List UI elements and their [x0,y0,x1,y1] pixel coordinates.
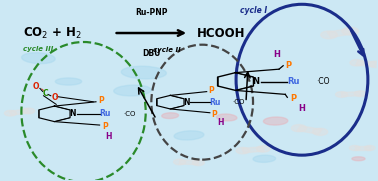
Polygon shape [355,146,370,150]
Text: P: P [102,122,108,131]
Circle shape [313,128,328,135]
Text: ·CO: ·CO [316,77,330,86]
Ellipse shape [263,117,288,125]
Text: Ru: Ru [99,109,111,118]
Text: O: O [51,93,58,102]
Ellipse shape [121,66,166,79]
Circle shape [291,125,307,132]
Circle shape [336,92,348,97]
Circle shape [354,91,366,97]
Text: Ru-PNP: Ru-PNP [135,8,167,17]
Circle shape [23,108,35,114]
Circle shape [321,31,337,39]
Text: CO$_2$ + H$_2$: CO$_2$ + H$_2$ [23,26,82,41]
Ellipse shape [55,78,82,85]
Ellipse shape [162,113,178,119]
Ellipse shape [174,131,204,140]
Text: HCOOH: HCOOH [197,27,245,39]
Text: P: P [209,86,214,95]
Circle shape [174,159,186,165]
Text: N: N [183,98,189,107]
Text: C: C [43,89,48,98]
Ellipse shape [114,85,151,96]
Text: H: H [298,104,305,113]
Text: Ru: Ru [209,98,220,107]
Text: P: P [285,61,291,70]
Text: ·CO: ·CO [123,111,135,117]
Ellipse shape [22,53,55,64]
Circle shape [349,146,360,150]
Text: ·CO: ·CO [232,99,245,105]
Text: cycle III: cycle III [23,46,54,52]
Circle shape [350,60,364,66]
Text: N: N [253,77,260,86]
Text: P: P [290,94,297,103]
Ellipse shape [216,114,237,121]
Circle shape [369,61,378,68]
Text: P: P [212,110,217,119]
Text: cycle II: cycle II [153,47,181,53]
Ellipse shape [352,157,365,161]
Circle shape [364,146,375,150]
Polygon shape [242,147,264,153]
Text: DBU: DBU [142,49,161,58]
Polygon shape [327,29,352,37]
Text: H: H [105,132,112,141]
Polygon shape [341,92,361,96]
Text: H: H [274,50,280,59]
Polygon shape [9,109,30,115]
Text: H: H [218,118,224,127]
Circle shape [236,147,249,154]
Ellipse shape [253,155,276,162]
Text: N: N [69,109,76,118]
Circle shape [256,146,270,152]
Text: Ru: Ru [287,77,300,86]
Polygon shape [297,126,322,134]
Polygon shape [356,61,376,67]
Text: P: P [99,96,104,105]
Circle shape [192,160,204,166]
Polygon shape [179,160,199,165]
Text: O: O [33,82,40,91]
Circle shape [5,110,17,116]
Text: cycle I: cycle I [240,6,267,15]
Circle shape [342,27,359,35]
